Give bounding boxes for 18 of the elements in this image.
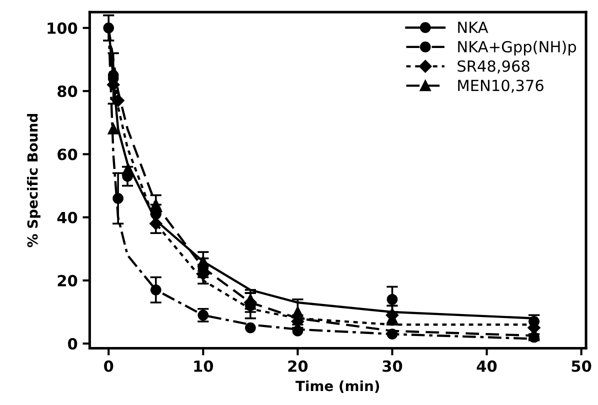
x-tick-label: 30	[382, 360, 402, 372]
y-tick-label: 60	[58, 148, 78, 160]
x-axis-title: Time (min)	[296, 380, 380, 393]
y-tick-label: 80	[58, 86, 78, 98]
x-tick-label: 0	[104, 360, 114, 372]
y-tick-label: 20	[58, 274, 78, 286]
x-tick-label: 20	[288, 360, 308, 372]
x-tick-label: 10	[194, 360, 214, 372]
legend-label: NKA+Gpp(NH)p	[458, 40, 576, 56]
y-tick-label: 100	[48, 22, 78, 34]
legend-label: MEN10,376	[458, 80, 544, 93]
y-tick-label: 40	[57, 212, 78, 224]
legend-label: NKA	[458, 22, 488, 33]
x-tick-label: 50	[572, 360, 592, 372]
y-tick-label: 0	[68, 338, 78, 350]
y-axis-title: % Specific Bound	[27, 114, 40, 248]
x-tick-label: 40	[476, 360, 497, 372]
legend-label: SR48,968	[458, 60, 530, 74]
